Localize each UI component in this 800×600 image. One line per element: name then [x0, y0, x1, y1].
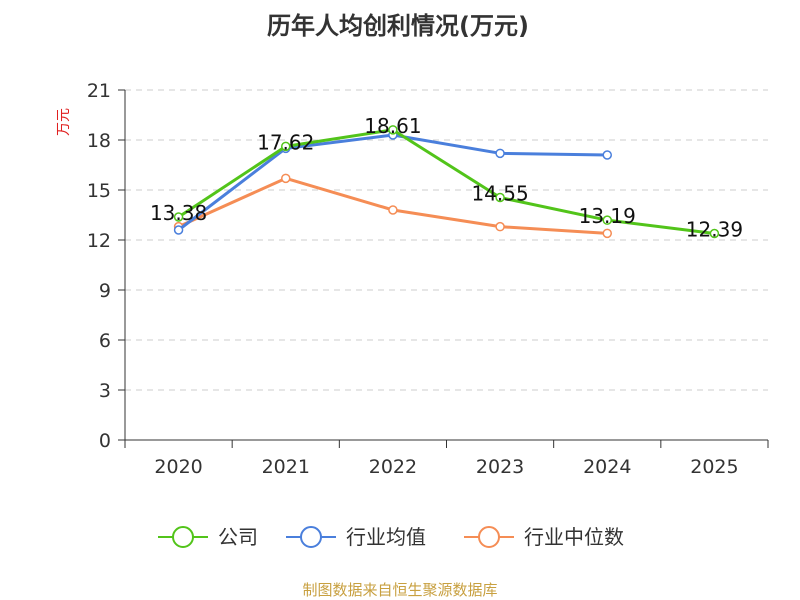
data-point[interactable] [495, 221, 505, 232]
data-point[interactable] [602, 150, 612, 160]
chart-title: 历年人均创利情况(万元) [267, 12, 529, 40]
data-point[interactable] [495, 148, 505, 159]
data-point[interactable] [709, 228, 720, 239]
data-labels: 13.38 17.62 18.61 14.55 13.19 12.39 [150, 114, 743, 242]
y-tick-label: 15 [87, 180, 111, 202]
data-point[interactable] [388, 205, 398, 215]
data-label: 13.38 [150, 201, 207, 225]
y-tick-label: 9 [99, 280, 111, 302]
series-0 [173, 125, 720, 239]
series-line [177, 133, 608, 232]
data-point[interactable] [281, 173, 291, 184]
grid-lines [125, 89, 768, 391]
legend-item[interactable]: 行业均值 [286, 525, 426, 549]
x-tick-label: 2021 [262, 456, 310, 478]
x-tick-label: 2020 [154, 456, 202, 478]
y-tick-label: 21 [87, 80, 111, 102]
data-point[interactable] [173, 225, 184, 235]
data-point[interactable] [173, 212, 184, 222]
y-tick-label: 6 [99, 330, 111, 352]
x-tick-label: 2023 [476, 456, 524, 478]
data-label: 18.61 [364, 114, 421, 138]
data-point[interactable] [602, 228, 612, 239]
x-tick-label: 2025 [690, 456, 738, 478]
legend-label: 公司 [218, 525, 258, 549]
y-tick-label: 12 [87, 230, 111, 252]
legend-item[interactable]: 公司 [158, 525, 258, 549]
data-point[interactable] [602, 215, 612, 225]
x-tick-label: 2022 [369, 456, 417, 478]
legend-item[interactable]: 行业中位数 [464, 525, 624, 549]
legend[interactable]: 公司 行业均值 行业中位数 [158, 525, 624, 549]
y-tick-label: 0 [99, 430, 111, 452]
y-axis-label: 万元 [56, 108, 72, 136]
legend-label: 行业均值 [346, 525, 426, 549]
data-label: 12.39 [686, 218, 743, 242]
axes: 0 3 6 9 12 15 18 21 2020 2021 2022 2023 2024 2025 [87, 80, 769, 478]
legend-label: 行业中位数 [524, 525, 624, 549]
series-layer [173, 125, 720, 239]
legend-marker [478, 526, 500, 548]
data-point[interactable] [388, 125, 398, 135]
legend-marker [172, 526, 194, 548]
data-point[interactable] [495, 192, 505, 203]
data-label: 14.55 [471, 182, 528, 206]
series-1 [173, 130, 612, 235]
y-tick-label: 3 [99, 380, 111, 402]
data-point[interactable] [281, 141, 291, 152]
data-label: 17.62 [257, 130, 314, 154]
source-note: 制图数据来自恒生聚源数据库 [302, 581, 497, 599]
series-line [177, 128, 715, 235]
data-label: 13.19 [579, 204, 636, 228]
y-tick-label: 18 [87, 130, 111, 152]
x-tick-label: 2024 [583, 456, 631, 478]
legend-marker [300, 526, 322, 548]
